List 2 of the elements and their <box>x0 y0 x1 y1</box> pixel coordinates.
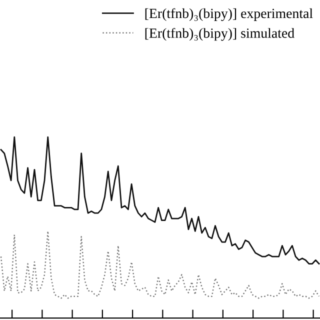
legend-label: [Er(tfnb)₃(bipy)] experimental <box>145 8 313 21</box>
legend-label: [Er(tfnb)₃(bipy)] simulated <box>145 28 294 41</box>
